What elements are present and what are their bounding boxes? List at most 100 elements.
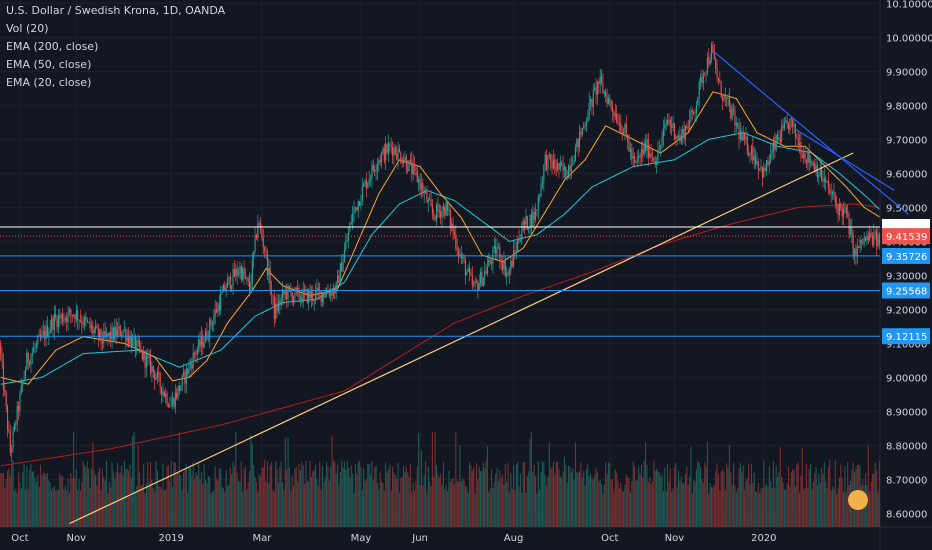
candle-body: [789, 118, 791, 131]
volume-bar: [602, 493, 604, 527]
volume-bar: [722, 469, 724, 527]
candle-body: [821, 166, 823, 181]
candle-body: [48, 332, 50, 337]
candle-body: [414, 164, 416, 168]
volume-bar: [45, 473, 47, 527]
candle-body: [96, 325, 98, 329]
volume-bar: [616, 472, 618, 527]
candle-body: [385, 144, 387, 161]
volume-bar: [724, 489, 726, 527]
candle-body: [123, 329, 125, 331]
volume-bar: [548, 442, 550, 527]
candle-body: [253, 250, 255, 260]
candle-body: [810, 161, 812, 163]
candle-body: [742, 133, 744, 141]
volume-bar: [191, 475, 193, 527]
candle-body: [847, 212, 849, 215]
candle-body: [378, 160, 380, 165]
volume-bar: [73, 432, 75, 527]
volume-bar: [273, 490, 275, 527]
volume-bar: [444, 489, 446, 527]
candle-body: [623, 131, 625, 134]
candle-body: [870, 232, 872, 236]
volume-bar: [22, 471, 24, 527]
volume-bar: [277, 482, 279, 527]
candle-body: [614, 113, 616, 117]
candle-body: [42, 330, 44, 333]
candle-body: [686, 125, 688, 128]
candle-body: [84, 316, 86, 326]
volume-bar: [298, 463, 300, 527]
volume-bar: [169, 481, 171, 527]
volume-bar: [167, 465, 169, 527]
volume-bar: [734, 485, 736, 527]
candle-body: [397, 148, 399, 160]
candle-body: [107, 333, 109, 337]
volume-bar: [398, 492, 400, 527]
candle-body: [350, 222, 352, 224]
volume-bar: [618, 488, 620, 527]
volume-bar: [152, 487, 154, 527]
candle-body: [579, 131, 581, 148]
candle-body: [744, 133, 746, 140]
volume-bar: [702, 482, 704, 527]
volume-bar: [143, 463, 145, 527]
volume-bar: [352, 473, 354, 527]
volume-bar: [341, 460, 343, 527]
candle-body: [403, 161, 405, 164]
volume-bar: [128, 470, 130, 527]
candle-body: [75, 310, 77, 320]
volume-bar: [565, 465, 567, 527]
volume-bar: [115, 472, 117, 527]
volume-bar: [198, 462, 200, 527]
volume-bar: [693, 479, 695, 527]
volume-bar: [2, 472, 4, 527]
candle-body: [249, 281, 251, 291]
time-tick-label: Oct: [601, 533, 618, 544]
volume-bar: [847, 461, 849, 527]
candle-body: [184, 371, 186, 384]
volume-bar: [588, 475, 590, 527]
candle-body: [312, 291, 314, 301]
candle-body: [496, 247, 498, 255]
volume-bar: [52, 487, 54, 527]
candle-body: [645, 143, 647, 151]
candle-body: [97, 328, 99, 338]
volume-bar: [442, 461, 444, 527]
candle-body: [363, 183, 365, 187]
volume-bar: [148, 481, 150, 527]
volume-bar: [269, 465, 271, 527]
candle-body: [759, 168, 761, 170]
candle-body: [52, 318, 54, 330]
candle-body: [471, 275, 473, 285]
volume-bar: [165, 490, 167, 527]
volume-bar: [646, 464, 648, 527]
candle-body: [328, 293, 330, 296]
volume-bar: [409, 464, 411, 527]
volume-bar: [766, 484, 768, 527]
volume-bar: [323, 482, 325, 527]
candle-body: [302, 289, 304, 303]
candle-body: [405, 157, 407, 170]
volume-bar: [603, 484, 605, 527]
candle-body: [562, 164, 564, 171]
candle-body: [480, 272, 482, 284]
price-tag-label: 9.12115: [886, 332, 927, 343]
candle-body: [618, 123, 620, 125]
candle-body: [320, 290, 322, 302]
candle-body: [255, 235, 257, 239]
candle-body: [327, 291, 329, 294]
candle-body: [651, 156, 653, 158]
candle-body: [734, 110, 736, 126]
candle-body: [134, 335, 136, 351]
volume-bar: [878, 460, 880, 527]
candle-body: [430, 199, 432, 206]
trendline: [712, 50, 909, 215]
candle-body: [607, 98, 609, 105]
volume-bar: [404, 471, 406, 527]
volume-bar: [664, 467, 666, 527]
volume-bar: [777, 476, 779, 527]
candle-body: [704, 73, 706, 75]
volume-bar: [595, 467, 597, 527]
